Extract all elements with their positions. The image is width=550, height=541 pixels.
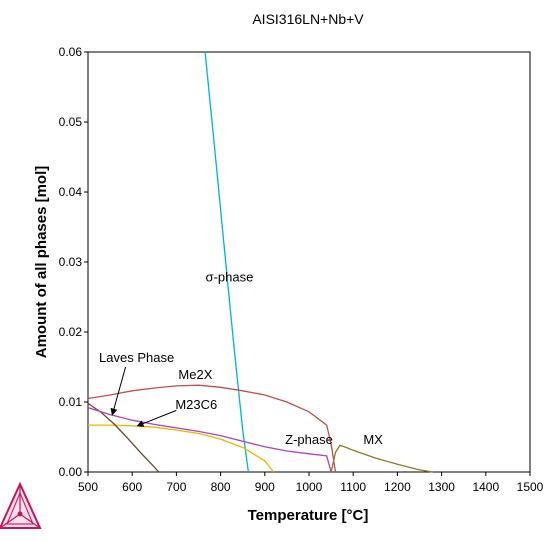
annotation-label: MX: [363, 432, 383, 447]
y-tick-label: 0.03: [59, 255, 83, 269]
y-tick-label: 0.05: [59, 115, 83, 129]
plot-area: σ-phase Laves Phase Me2X M23C6 Z-phase MX: [87, 51, 531, 473]
y-tick-label: 0.06: [59, 45, 83, 59]
annotation-label: Z-phase: [285, 432, 333, 447]
x-tick-label: 600: [122, 480, 142, 494]
x-tick-label: 800: [211, 480, 231, 494]
x-axis-ticks: 500 600 700 800 900 1000 1100 1200 1300 1400 1500: [78, 472, 544, 494]
y-tick-label: 0.02: [59, 325, 83, 339]
y-tick-label: 0.00: [59, 465, 83, 479]
x-tick-label: 500: [78, 480, 98, 494]
x-tick-label: 1500: [517, 480, 544, 494]
y-axis-label: Amount of all phases [mol]: [33, 166, 50, 359]
series-line-phase: [204, 51, 250, 473]
x-tick-label: 1000: [296, 480, 323, 494]
plot-frame: [87, 51, 531, 473]
series-line-m23c6: [88, 424, 275, 473]
annotation-label: σ-phase: [206, 270, 254, 285]
x-tick-label: 1100: [340, 480, 366, 494]
series-layer: [87, 51, 433, 473]
y-axis-ticks: 0.00 0.01 0.02 0.03 0.04 0.05 0.06: [59, 45, 88, 479]
x-tick-label: 1300: [428, 480, 455, 494]
series-line-mx: [330, 444, 433, 473]
annotation-label: Me2X: [178, 367, 212, 382]
y-tick-label: 0.04: [59, 185, 83, 199]
m23c6-arrow: [136, 409, 177, 427]
laves-phase-arrow: [110, 366, 127, 416]
annotation-label: Laves Phase: [99, 350, 174, 365]
annotation-label: M23C6: [175, 397, 217, 412]
y-tick-label: 0.01: [59, 395, 83, 409]
series-line-me2x: [87, 384, 337, 473]
x-tick-label: 700: [166, 480, 186, 494]
series-line-z-phase: [87, 406, 332, 473]
chart-title: AISI316LN+Nb+V: [252, 11, 364, 27]
thermo-logo-icon: [0, 481, 42, 529]
x-tick-label: 900: [255, 480, 275, 494]
x-axis-label: Temperature [°C]: [248, 507, 369, 524]
x-tick-label: 1400: [472, 480, 499, 494]
x-tick-label: 1200: [384, 480, 411, 494]
annotation-layer: σ-phase Laves Phase Me2X M23C6 Z-phase MX: [99, 270, 383, 447]
series-line-laves-phase: [87, 402, 160, 473]
